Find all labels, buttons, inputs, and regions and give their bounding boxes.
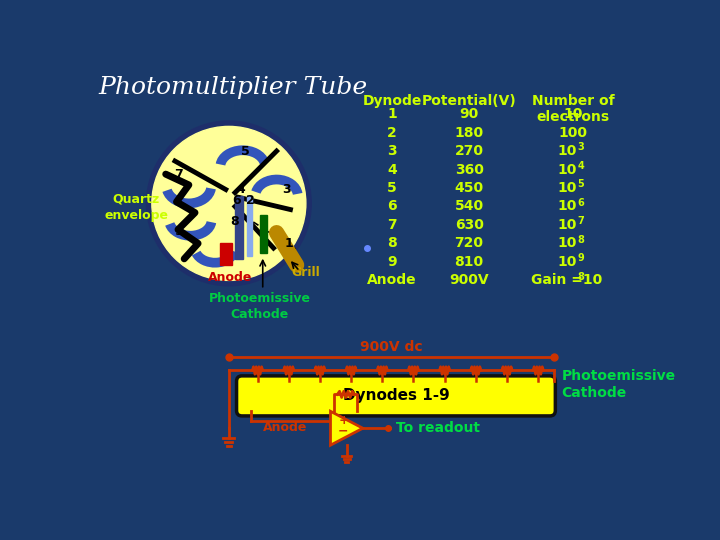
Text: 5: 5 xyxy=(577,179,584,189)
Text: 6: 6 xyxy=(233,194,241,207)
Text: 10: 10 xyxy=(557,144,577,158)
Text: 8: 8 xyxy=(577,272,584,281)
Text: 10: 10 xyxy=(563,107,582,121)
Text: 90: 90 xyxy=(459,107,479,121)
Text: Dynode: Dynode xyxy=(362,94,422,108)
Text: 3: 3 xyxy=(387,144,397,158)
Text: Anode: Anode xyxy=(263,421,307,434)
Text: 8: 8 xyxy=(387,237,397,251)
Text: 10: 10 xyxy=(557,218,577,232)
Text: 1: 1 xyxy=(284,237,293,250)
Bar xyxy=(246,195,252,256)
Text: 6: 6 xyxy=(577,198,584,207)
Text: 7: 7 xyxy=(577,216,584,226)
Text: 2: 2 xyxy=(246,194,255,207)
Text: 8: 8 xyxy=(230,215,239,228)
Text: 2: 2 xyxy=(387,126,397,139)
Text: 450: 450 xyxy=(454,181,484,195)
Text: 10: 10 xyxy=(557,163,577,177)
Text: 720: 720 xyxy=(454,237,484,251)
Text: Potential(V): Potential(V) xyxy=(422,94,516,108)
Text: 1: 1 xyxy=(387,107,397,121)
Text: Anode: Anode xyxy=(367,273,417,287)
Circle shape xyxy=(152,126,306,280)
Text: 630: 630 xyxy=(454,218,484,232)
Text: 540: 540 xyxy=(454,199,484,213)
Text: 10: 10 xyxy=(557,237,577,251)
Text: 10: 10 xyxy=(557,181,577,195)
Text: −: − xyxy=(338,424,348,437)
Text: 10: 10 xyxy=(557,255,577,269)
Text: 270: 270 xyxy=(454,144,484,158)
Text: 8: 8 xyxy=(577,234,584,245)
Text: 5: 5 xyxy=(241,145,250,158)
FancyBboxPatch shape xyxy=(237,376,555,416)
Circle shape xyxy=(146,121,311,286)
Text: 9: 9 xyxy=(387,255,397,269)
Text: 6: 6 xyxy=(387,199,397,213)
Text: 7: 7 xyxy=(387,218,397,232)
Bar xyxy=(260,215,266,253)
Text: 7: 7 xyxy=(174,167,183,181)
Text: 10: 10 xyxy=(557,199,577,213)
Text: 4: 4 xyxy=(577,161,584,171)
Text: Gain =10: Gain =10 xyxy=(531,273,603,287)
Text: 3: 3 xyxy=(577,142,584,152)
Text: 3: 3 xyxy=(282,183,291,196)
Text: 4: 4 xyxy=(387,163,397,177)
Polygon shape xyxy=(330,411,363,445)
Text: To readout: To readout xyxy=(390,421,480,435)
Text: Photoemissive
Cathode: Photoemissive Cathode xyxy=(562,369,675,400)
Text: Number of
electrons: Number of electrons xyxy=(532,94,614,124)
Text: 900V: 900V xyxy=(449,273,489,287)
Text: 5: 5 xyxy=(387,181,397,195)
Text: Anode: Anode xyxy=(208,271,253,284)
Text: Dynodes 1-9: Dynodes 1-9 xyxy=(343,388,449,403)
Text: 900V dc: 900V dc xyxy=(360,340,423,354)
Text: 810: 810 xyxy=(454,255,484,269)
Text: 360: 360 xyxy=(454,163,484,177)
Bar xyxy=(220,244,232,265)
Text: +: + xyxy=(338,414,348,427)
Text: 100: 100 xyxy=(559,126,588,139)
Text: 4: 4 xyxy=(236,183,245,196)
Text: 180: 180 xyxy=(454,126,484,139)
Text: Photomultiplier Tube: Photomultiplier Tube xyxy=(98,76,367,99)
Text: Quartz
envelope: Quartz envelope xyxy=(104,193,168,222)
Text: Photoemissive
Cathode: Photoemissive Cathode xyxy=(209,292,310,321)
Text: 9: 9 xyxy=(577,253,584,263)
Bar xyxy=(235,195,243,259)
Text: Grill: Grill xyxy=(292,266,320,279)
Text: 9: 9 xyxy=(174,225,183,238)
